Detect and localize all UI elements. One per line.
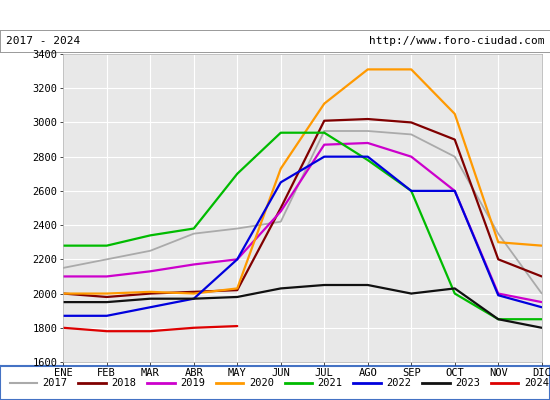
Text: 2024: 2024 [524,378,549,388]
Text: 2017: 2017 [43,378,68,388]
Text: http://www.foro-ciudad.com: http://www.foro-ciudad.com [369,36,544,46]
Text: 2023: 2023 [455,378,480,388]
Text: Evolucion del paro registrado en Adra: Evolucion del paro registrado en Adra [144,8,406,22]
Text: 2018: 2018 [111,378,136,388]
Text: 2019: 2019 [180,378,205,388]
Text: 2022: 2022 [386,378,411,388]
Text: 2021: 2021 [318,378,343,388]
Text: 2017 - 2024: 2017 - 2024 [6,36,80,46]
Text: 2020: 2020 [249,378,274,388]
